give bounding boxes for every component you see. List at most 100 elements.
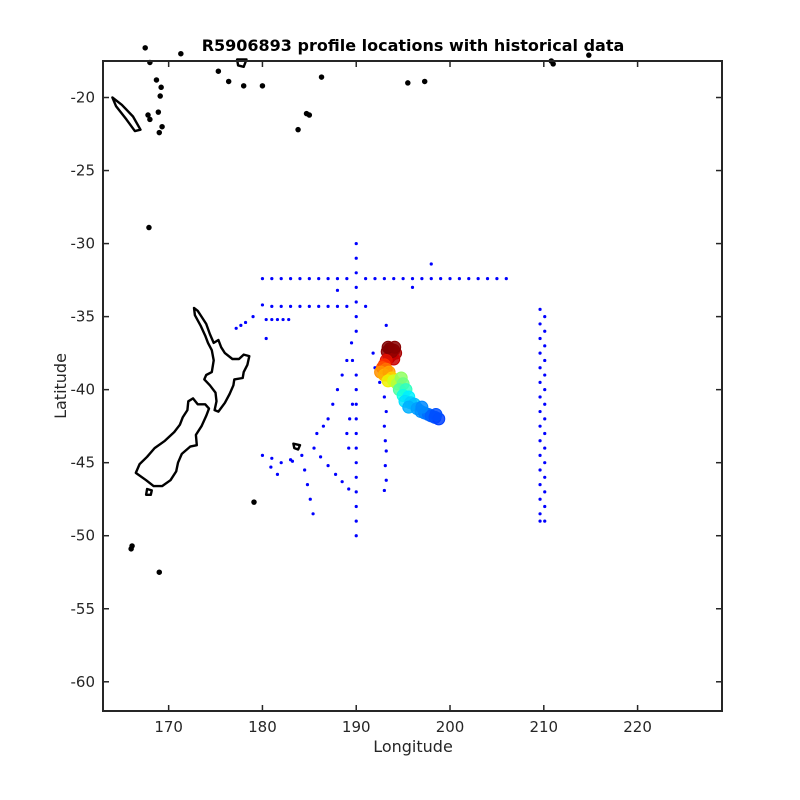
island-marker xyxy=(155,109,162,115)
historical-data-point xyxy=(543,402,547,406)
historical-data-point xyxy=(239,323,243,327)
historical-data-point xyxy=(298,277,302,281)
x-tick-label: 200 xyxy=(436,718,465,736)
island-marker xyxy=(259,83,266,89)
island-marker xyxy=(225,78,232,85)
historical-data-point xyxy=(348,417,352,421)
historical-data-point xyxy=(439,277,443,281)
historical-data-point xyxy=(401,277,405,281)
historical-data-point xyxy=(354,329,358,333)
island-marker xyxy=(318,74,325,80)
historical-data-point xyxy=(354,388,358,392)
profile-location-point xyxy=(388,340,402,354)
historical-data-point xyxy=(326,304,330,308)
historical-data-point xyxy=(384,478,388,482)
historical-data-point xyxy=(543,475,547,479)
island-marker xyxy=(405,80,411,86)
historical-data-point xyxy=(243,320,248,325)
historical-data-point xyxy=(279,277,283,281)
island-marker xyxy=(156,129,163,136)
historical-data-point xyxy=(345,431,349,436)
island-marker xyxy=(142,45,148,51)
historical-data-point xyxy=(354,402,358,406)
historical-data-point xyxy=(467,277,471,281)
historical-data-point xyxy=(260,277,265,281)
island-marker xyxy=(156,569,163,575)
island-marker xyxy=(421,78,428,85)
historical-data-point xyxy=(354,300,358,304)
historical-data-point xyxy=(543,504,547,509)
x-tick-label: 210 xyxy=(529,718,558,736)
historical-data-point xyxy=(350,358,355,363)
historical-data-point xyxy=(383,464,387,468)
x-axis: 170 180 190 200 210 220 xyxy=(154,61,652,736)
historical-data-point xyxy=(538,512,542,516)
historical-data-point xyxy=(382,488,386,493)
historical-data-point xyxy=(457,277,461,281)
historical-data-layer xyxy=(234,241,547,538)
profile-location-point xyxy=(415,400,429,414)
historical-data-point xyxy=(538,307,542,311)
historical-data-point xyxy=(420,277,424,281)
historical-data-point xyxy=(384,449,388,453)
historical-data-point xyxy=(333,472,338,476)
historical-data-point xyxy=(538,336,542,341)
island-marker xyxy=(240,83,247,89)
historical-data-point xyxy=(354,475,358,479)
x-tick-label: 190 xyxy=(342,718,371,736)
historical-data-point xyxy=(270,456,274,460)
island-marker xyxy=(158,84,164,91)
axes-background xyxy=(103,61,722,711)
historical-data-point xyxy=(371,351,375,355)
historical-data-point xyxy=(364,304,368,308)
historical-data-point xyxy=(326,277,330,281)
historical-data-point xyxy=(538,497,542,501)
historical-data-point xyxy=(279,304,283,308)
historical-data-point xyxy=(429,277,433,281)
historical-data-point xyxy=(335,277,340,281)
historical-data-point xyxy=(288,304,293,308)
historical-data-point xyxy=(543,446,547,450)
historical-data-point xyxy=(538,424,542,428)
historical-data-point xyxy=(354,315,358,319)
historical-data-point xyxy=(504,277,508,281)
y-tick-label: -60 xyxy=(71,673,96,691)
coastlines xyxy=(111,45,592,575)
island-marker xyxy=(146,224,152,231)
historical-data-point xyxy=(303,468,307,472)
historical-data-point xyxy=(354,256,358,260)
historical-data-point xyxy=(543,417,547,421)
historical-data-point xyxy=(264,317,268,322)
y-axis: -20 -25 -30 -35 -40 -45 -50 -55 -60 xyxy=(71,89,722,691)
historical-data-point xyxy=(354,241,358,246)
historical-data-point xyxy=(392,277,396,281)
island-marker xyxy=(586,52,592,58)
y-tick-label: -20 xyxy=(71,89,96,107)
historical-data-point xyxy=(538,366,542,370)
historical-data-point xyxy=(538,351,542,355)
historical-data-point xyxy=(281,317,285,322)
historical-data-point xyxy=(234,326,238,330)
historical-data-point xyxy=(260,453,265,457)
historical-data-point xyxy=(410,285,415,290)
historical-data-point xyxy=(340,480,344,484)
historical-data-point xyxy=(270,317,274,322)
y-tick-label: -25 xyxy=(71,162,96,180)
x-tick-label: 220 xyxy=(623,718,652,736)
island-marker xyxy=(295,126,301,133)
south-island-coastline xyxy=(134,397,211,488)
historical-data-point xyxy=(538,322,542,326)
historical-data-point xyxy=(543,344,547,348)
historical-data-point xyxy=(383,439,387,443)
island-marker xyxy=(303,110,310,117)
y-tick-label: -55 xyxy=(71,600,96,618)
historical-data-point xyxy=(354,461,358,465)
historical-data-point xyxy=(345,358,349,363)
x-tick-label: 170 xyxy=(154,718,183,736)
historical-data-point xyxy=(308,497,312,501)
historical-data-point xyxy=(326,464,330,468)
historical-data-point xyxy=(318,455,323,459)
historical-data-point xyxy=(543,490,547,494)
historical-data-point xyxy=(311,512,315,516)
